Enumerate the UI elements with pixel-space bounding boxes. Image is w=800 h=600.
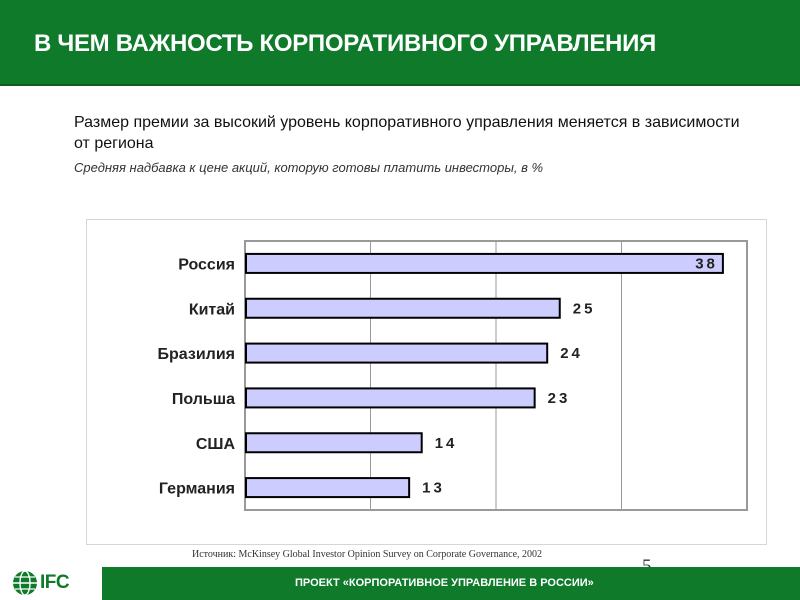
category-label: Китай — [189, 301, 235, 318]
bar — [245, 387, 536, 409]
category-label: Россия — [178, 256, 235, 273]
page-number: 5 — [642, 556, 652, 578]
bar — [245, 342, 549, 364]
category-label: Германия — [159, 481, 235, 498]
title-banner: В ЧЕМ ВАЖНОСТЬ КОРПОРАТИВНОГО УПРАВЛЕНИЯ — [0, 0, 800, 86]
globe-icon — [13, 570, 37, 596]
bar-chart: Россия 38 Китай 25 Бразилия 24 Польша 23 США 14 Ге… — [158, 240, 748, 511]
page-title: В ЧЕМ ВАЖНОСТЬ КОРПОРАТИВНОГО УПРАВЛЕНИЯ — [34, 30, 656, 57]
data-label: 24 — [560, 345, 583, 362]
bar — [245, 252, 724, 274]
chart-note: Средняя надбавка к цене акций, которую г… — [74, 160, 544, 175]
footer-text: ПРОЕКТ «КОРПОРАТИВНОЕ УПРАВЛЕНИЕ В РОССИ… — [295, 577, 594, 589]
footer-bar: ПРОЕКТ «КОРПОРАТИВНОЕ УПРАВЛЕНИЕ В РОССИ… — [102, 567, 800, 600]
data-label: 14 — [435, 435, 458, 452]
category-label: США — [196, 436, 236, 453]
bar — [245, 432, 423, 454]
slide-subtitle: Размер премии за высокий уровень корпора… — [74, 114, 740, 152]
category-label: Польша — [172, 391, 235, 408]
data-label: 13 — [422, 480, 445, 497]
bar — [245, 477, 411, 499]
source-note: Источник: McKinsey Global Investor Opini… — [192, 549, 543, 560]
data-label: 23 — [548, 390, 571, 407]
data-label: 25 — [573, 300, 596, 317]
data-label: 38 — [695, 255, 718, 272]
ifc-logo: IFC — [12, 568, 70, 598]
logo-text: IFC — [40, 572, 70, 593]
bar — [245, 297, 561, 319]
chart-frame: Россия 38 Китай 25 Бразилия 24 Польша 23 США 14 Ге… — [86, 219, 767, 545]
category-label: Бразилия — [158, 346, 236, 363]
